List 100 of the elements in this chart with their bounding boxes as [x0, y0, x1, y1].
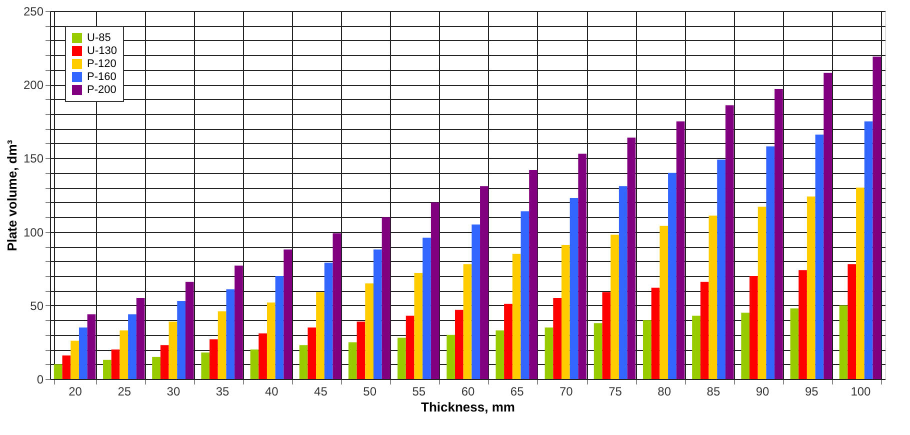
legend-label: P-120	[87, 58, 116, 70]
bar	[668, 172, 676, 379]
bar	[275, 276, 284, 379]
bar	[627, 138, 636, 379]
bar	[62, 355, 71, 379]
x-tick-label: 45	[314, 384, 328, 398]
x-tick-label: 55	[412, 384, 426, 398]
bar	[284, 249, 292, 379]
bar	[872, 56, 882, 379]
bar	[365, 283, 374, 379]
bar	[553, 298, 562, 379]
bar	[570, 198, 578, 379]
bar	[324, 262, 333, 379]
bar	[382, 217, 390, 379]
bar	[218, 311, 226, 379]
bar	[562, 245, 570, 379]
bar	[750, 276, 758, 379]
bar	[725, 105, 734, 379]
bar	[766, 146, 775, 379]
bar	[406, 316, 414, 379]
bar	[316, 292, 324, 379]
bar	[676, 121, 685, 379]
x-tick-label: 20	[68, 384, 82, 398]
bar	[839, 305, 848, 379]
bar	[806, 196, 816, 379]
bar	[308, 327, 316, 379]
y-tick-label: 250	[23, 4, 44, 18]
bar	[815, 134, 824, 379]
bar	[544, 327, 554, 379]
bar	[299, 345, 308, 379]
bar	[741, 312, 750, 379]
bar	[798, 270, 807, 379]
bar	[496, 330, 504, 379]
bar	[234, 266, 243, 379]
bar	[152, 356, 160, 379]
bar	[660, 226, 668, 379]
x-tick-label: 85	[706, 384, 720, 398]
bar	[373, 249, 382, 379]
bar	[578, 154, 587, 379]
bar	[864, 121, 873, 379]
bar	[266, 302, 276, 379]
bar	[790, 308, 799, 379]
bar	[454, 310, 464, 379]
bar	[717, 160, 726, 379]
legend-label: P-200	[87, 84, 116, 96]
x-tick-label: 70	[560, 384, 574, 398]
bar	[54, 364, 62, 379]
bar	[610, 234, 619, 379]
bar	[258, 333, 267, 379]
x-tick-label: 50	[363, 384, 377, 398]
legend-label: U-130	[87, 45, 117, 57]
bar	[446, 334, 455, 379]
bar	[136, 298, 145, 379]
bar	[463, 264, 472, 379]
legend-label: P-160	[87, 71, 116, 83]
bar	[356, 322, 366, 379]
bar	[250, 350, 259, 379]
y-axis-title: Plate volume, dm³	[4, 139, 20, 252]
x-tick-label: 65	[510, 384, 524, 398]
bar	[708, 216, 718, 379]
bar	[78, 327, 88, 379]
bar	[201, 352, 210, 379]
y-tick-label: 150	[23, 152, 44, 166]
x-tick-label: 25	[118, 384, 132, 398]
bar	[856, 188, 864, 379]
x-tick-label: 100	[850, 384, 872, 398]
bar	[226, 289, 235, 379]
bar	[824, 72, 832, 379]
x-tick-label: 40	[264, 384, 279, 398]
x-tick-label: 95	[804, 384, 819, 398]
bar	[700, 282, 709, 379]
bar	[398, 338, 406, 379]
bar	[618, 186, 628, 379]
bar	[758, 206, 766, 379]
bar	[651, 288, 660, 379]
bar	[111, 350, 120, 379]
bar	[594, 323, 602, 379]
bar	[520, 211, 530, 379]
x-tick-label: 75	[608, 384, 622, 398]
bar	[422, 238, 431, 379]
y-tick-label: 200	[23, 78, 44, 92]
y-tick-label: 0	[36, 372, 44, 386]
bar	[692, 316, 700, 379]
bar	[160, 345, 169, 379]
bar	[602, 292, 611, 379]
bar	[120, 330, 128, 379]
bar	[504, 304, 512, 379]
bar	[642, 320, 652, 379]
y-tick-label: 100	[23, 225, 44, 240]
bar	[103, 360, 112, 379]
bar	[128, 314, 136, 379]
x-tick-label: 80	[658, 384, 672, 398]
bar	[185, 282, 194, 379]
bar	[512, 254, 521, 379]
legend-label: U-85	[87, 32, 111, 44]
bar	[430, 202, 440, 379]
x-tick-label: 60	[461, 384, 475, 398]
bar	[348, 342, 357, 379]
bar	[414, 273, 423, 379]
bar	[87, 314, 96, 379]
